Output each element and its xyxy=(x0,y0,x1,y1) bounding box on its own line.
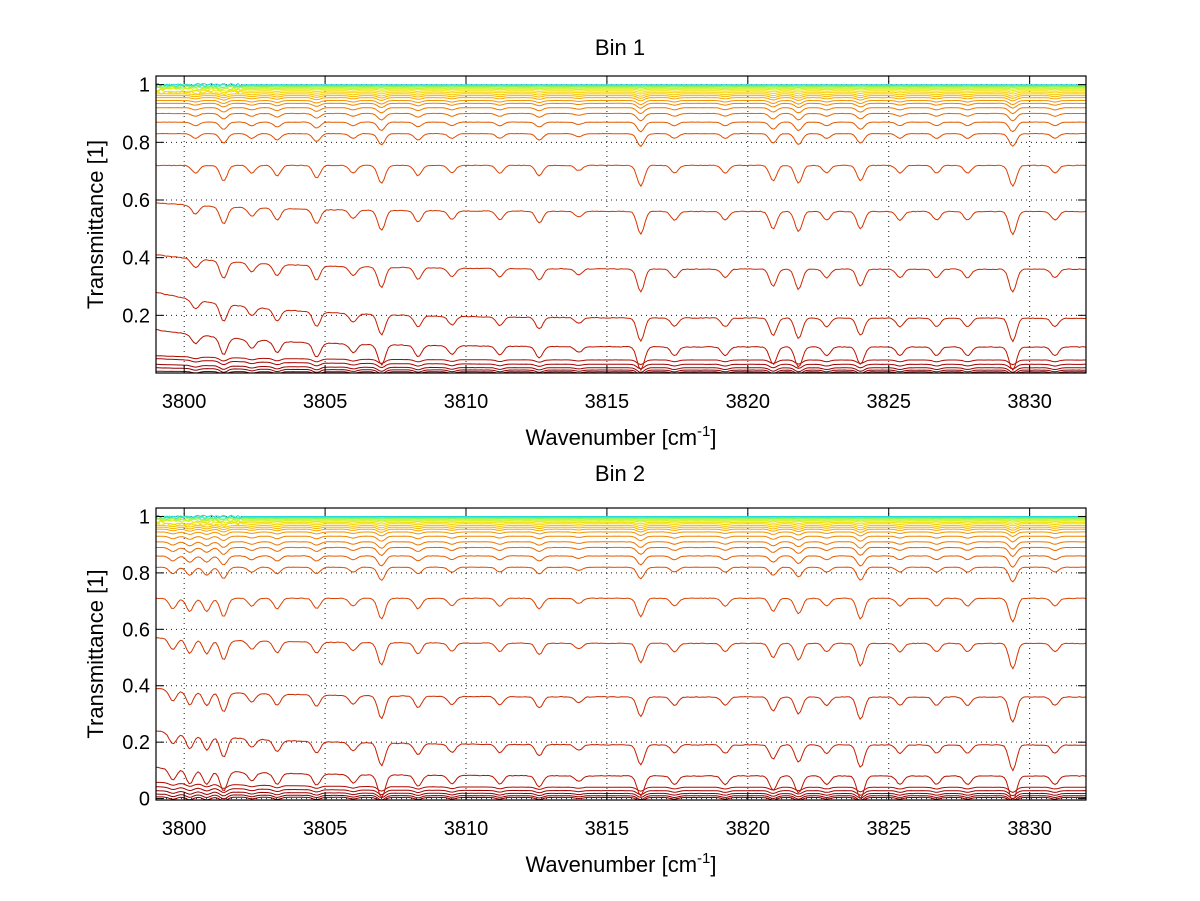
x-tick-label: 3800 xyxy=(162,391,207,413)
x-tick-label: 3800 xyxy=(162,818,207,840)
series-line xyxy=(156,766,1086,800)
series-line xyxy=(156,84,1086,88)
y-tick-label: 0.8 xyxy=(122,563,150,585)
chart-panel-2: 3800 3805 3810 3815 3820 3825 3830 0 0.2 0.4 0.6 0.… xyxy=(83,461,1087,877)
y-tick-label: 0.8 xyxy=(122,132,150,154)
series-line xyxy=(156,517,1086,523)
series-line xyxy=(156,546,1086,558)
series-line xyxy=(156,355,1086,366)
series-line xyxy=(156,112,1086,122)
x-tick-label: 3830 xyxy=(1007,391,1052,413)
series-line xyxy=(156,526,1086,531)
x-axis-label: Wavenumber [cm-1] xyxy=(525,423,716,450)
series-line xyxy=(156,541,1086,550)
series-line xyxy=(156,90,1086,96)
y-tick-label: 0.4 xyxy=(122,248,150,270)
series-line xyxy=(156,102,1086,109)
series-line xyxy=(156,531,1086,538)
x-tick-label: 3820 xyxy=(726,391,771,413)
series-line xyxy=(156,730,1086,772)
x-axis-label: Wavenumber [cm-1] xyxy=(525,850,716,877)
series-line xyxy=(156,555,1086,568)
series-line xyxy=(156,515,1086,521)
series-line xyxy=(156,514,1086,519)
x-tick-label: 3820 xyxy=(726,818,771,840)
series-line xyxy=(156,597,1086,623)
series-line xyxy=(156,254,1086,293)
x-tick-label: 3805 xyxy=(303,391,348,413)
y-axis-label: Transmittance [1] xyxy=(83,140,108,309)
series-line xyxy=(156,637,1086,670)
series-line xyxy=(156,202,1086,236)
x-tick-label: 3810 xyxy=(444,391,489,413)
series-line xyxy=(156,132,1086,148)
x-tick-label: 3805 xyxy=(303,818,348,840)
x-tick-label: 3825 xyxy=(866,818,911,840)
series-line xyxy=(156,367,1086,373)
series-line xyxy=(156,781,1086,793)
series-line xyxy=(156,535,1086,543)
series-line xyxy=(156,291,1086,343)
series-line xyxy=(156,358,1086,370)
series-line xyxy=(156,99,1086,106)
y-tick-label: 0 xyxy=(139,789,150,811)
series-line xyxy=(156,86,1086,91)
x-tick-label: 3815 xyxy=(585,818,630,840)
series-line xyxy=(156,520,1086,526)
series-group xyxy=(156,514,1086,800)
x-tick-label: 3810 xyxy=(444,818,489,840)
series-line xyxy=(156,688,1086,723)
series-line xyxy=(156,87,1086,92)
y-tick-label: 1 xyxy=(139,75,150,97)
y-tick-label: 0.2 xyxy=(122,732,150,754)
series-line xyxy=(156,370,1086,373)
series-line xyxy=(156,566,1086,583)
axes-frame xyxy=(155,75,1087,374)
series-line xyxy=(156,786,1086,797)
chart-title: Bin 2 xyxy=(595,461,645,486)
series-line xyxy=(156,85,1086,90)
chart-panel-1: 3800 3805 3810 3815 3820 3825 3830 0.2 0.4 0.6 0.8… xyxy=(83,35,1087,450)
series-line xyxy=(156,363,1086,373)
y-axis-label: Transmittance [1] xyxy=(83,569,108,738)
series-line xyxy=(156,93,1086,97)
series-line xyxy=(156,95,1086,99)
x-tick-label: 3830 xyxy=(1007,818,1052,840)
y-tick-label: 0.6 xyxy=(122,190,150,212)
x-tick-label: 3825 xyxy=(866,391,911,413)
axes-frame xyxy=(155,507,1087,801)
series-line xyxy=(156,525,1086,529)
series-line xyxy=(156,516,1086,521)
series-line xyxy=(156,97,1086,102)
series-line xyxy=(156,329,1086,372)
series-line xyxy=(156,164,1086,188)
series-line xyxy=(156,88,1086,94)
series-line xyxy=(156,796,1086,800)
series-line xyxy=(156,521,1086,528)
series-line xyxy=(156,107,1086,115)
series-line xyxy=(156,793,1086,800)
series-group xyxy=(156,82,1086,373)
y-tick-label: 0.2 xyxy=(122,305,150,327)
series-line xyxy=(156,121,1086,133)
chart-title: Bin 1 xyxy=(595,35,645,60)
series-line xyxy=(156,790,1086,800)
series-line xyxy=(156,82,1086,87)
series-line xyxy=(156,528,1086,534)
x-tick-label: 3815 xyxy=(585,391,630,413)
y-tick-label: 1 xyxy=(139,506,150,528)
y-tick-label: 0.6 xyxy=(122,619,150,641)
series-line xyxy=(156,518,1086,524)
y-tick-label: 0.4 xyxy=(122,676,150,698)
